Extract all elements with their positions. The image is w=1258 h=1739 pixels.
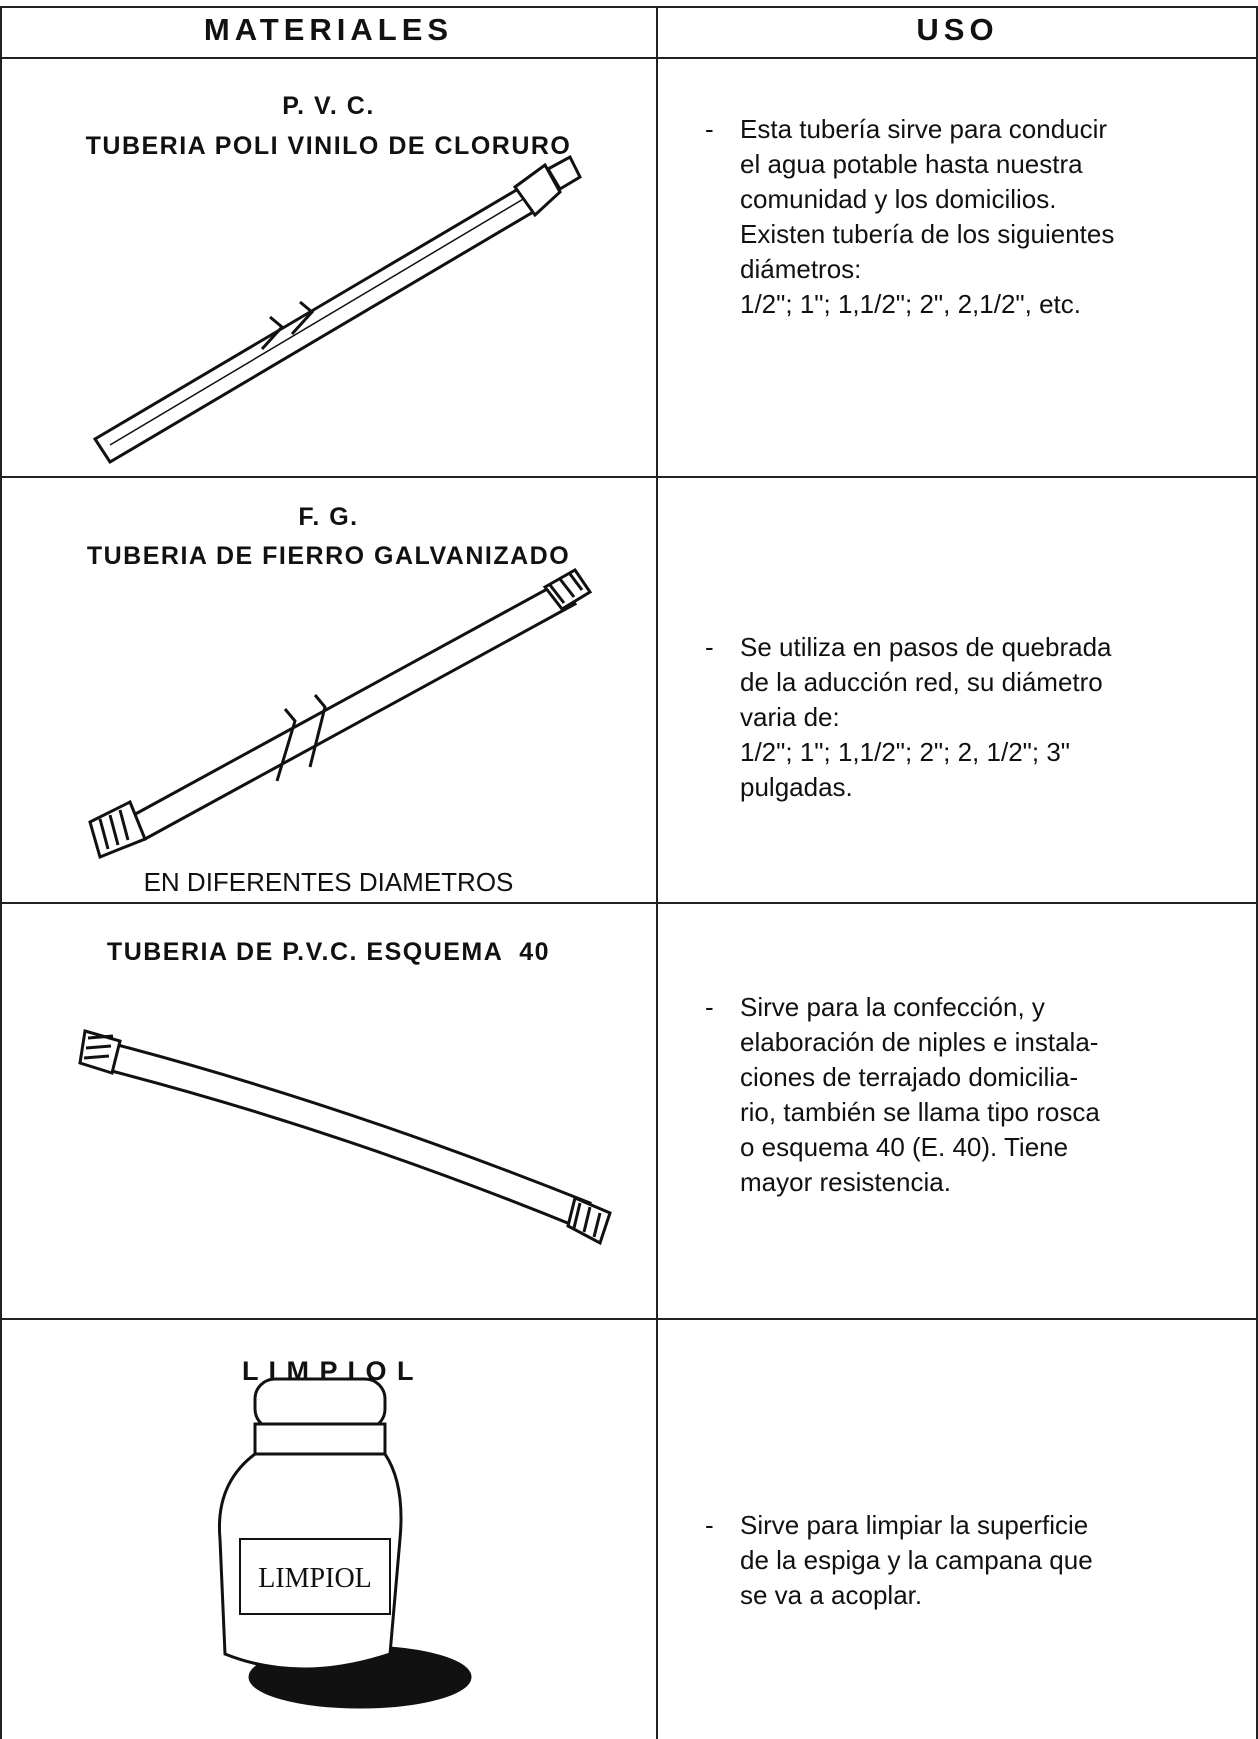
- material-name: TUBERIA DE FIERRO GALVANIZADO: [86, 542, 571, 570]
- rule: [0, 6, 2, 1739]
- uso-line: rio, también se llama tipo rosca: [740, 1097, 1100, 1127]
- rule: [0, 57, 1258, 59]
- uso-line: el agua potable hasta nuestra: [740, 149, 1083, 179]
- uso-line: comunidad y los domicilios.: [740, 184, 1057, 214]
- rule: [656, 6, 658, 1739]
- uso-line: elaboración de niples e instala-: [740, 1027, 1099, 1057]
- material-note: EN DIFERENTES DIAMETROS: [143, 867, 514, 897]
- rule: [0, 6, 1258, 8]
- material-name: TUBERIA DE P.V.C. ESQUEMA 40: [106, 938, 551, 966]
- uso-line: de la espiga y la campana que: [740, 1545, 1093, 1575]
- bottle-label: LIMPIOL: [258, 1563, 372, 1594]
- pvc-pipe: [92, 154, 582, 465]
- rule: [0, 902, 1258, 904]
- header: MATERIALES: [203, 12, 454, 47]
- material-code: P. V. C.: [282, 92, 375, 120]
- header: USO: [916, 12, 999, 47]
- rule: [0, 1318, 1258, 1320]
- uso: - Esta tubería sirve para conducir el agua…: [705, 112, 1225, 322]
- fg-pipe: [88, 568, 593, 860]
- uso-line: o esquema 40 (E. 40). Tiene: [740, 1132, 1069, 1162]
- uso: - Sirve para la confección, y elaboración …: [705, 990, 1225, 1200]
- uso: - Se utiliza en pasos de quebrada de la ad…: [705, 630, 1225, 805]
- uso-line: ciones de terrajado domicilia-: [740, 1062, 1079, 1092]
- uso-line: de la aducción red, su diámetro: [740, 667, 1103, 697]
- uso-line: pulgadas.: [740, 772, 853, 802]
- bullet: -: [705, 1510, 714, 1540]
- uso-line: varia de:: [740, 702, 840, 732]
- uso-line: 1/2"; 1"; 1,1/2"; 2"; 2, 1/2"; 3": [740, 737, 1071, 767]
- material-name: TUBERIA POLI VINILO DE CLORURO: [85, 132, 572, 160]
- bullet: -: [705, 992, 714, 1022]
- limpiol-bottle: LIMPIOL: [217, 1377, 472, 1709]
- uso-line: se va a acoplar.: [740, 1580, 923, 1610]
- bullet: -: [705, 632, 714, 662]
- uso-line: Se utiliza en pasos de quebrada: [740, 632, 1112, 662]
- uso-line: 1/2"; 1"; 1,1/2"; 2", 2,1/2", etc.: [740, 289, 1082, 319]
- rule: [0, 476, 1258, 478]
- material-code: F. G.: [298, 503, 359, 531]
- uso-line: Esta tubería sirve para conducir: [740, 114, 1108, 144]
- bullet: -: [705, 114, 714, 144]
- uso-line: Sirve para limpiar la superficie: [740, 1510, 1089, 1540]
- rule: [1256, 6, 1258, 1739]
- uso-line: mayor resistencia.: [740, 1167, 951, 1197]
- uso-line: diámetros:: [740, 254, 862, 284]
- uso-line: Sirve para la confección, y: [740, 992, 1045, 1022]
- e40-pipe: [78, 1029, 612, 1246]
- uso: - Sirve para limpiar la superficie de la e…: [705, 1508, 1225, 1613]
- uso-line: Existen tubería de los siguientes: [740, 219, 1115, 249]
